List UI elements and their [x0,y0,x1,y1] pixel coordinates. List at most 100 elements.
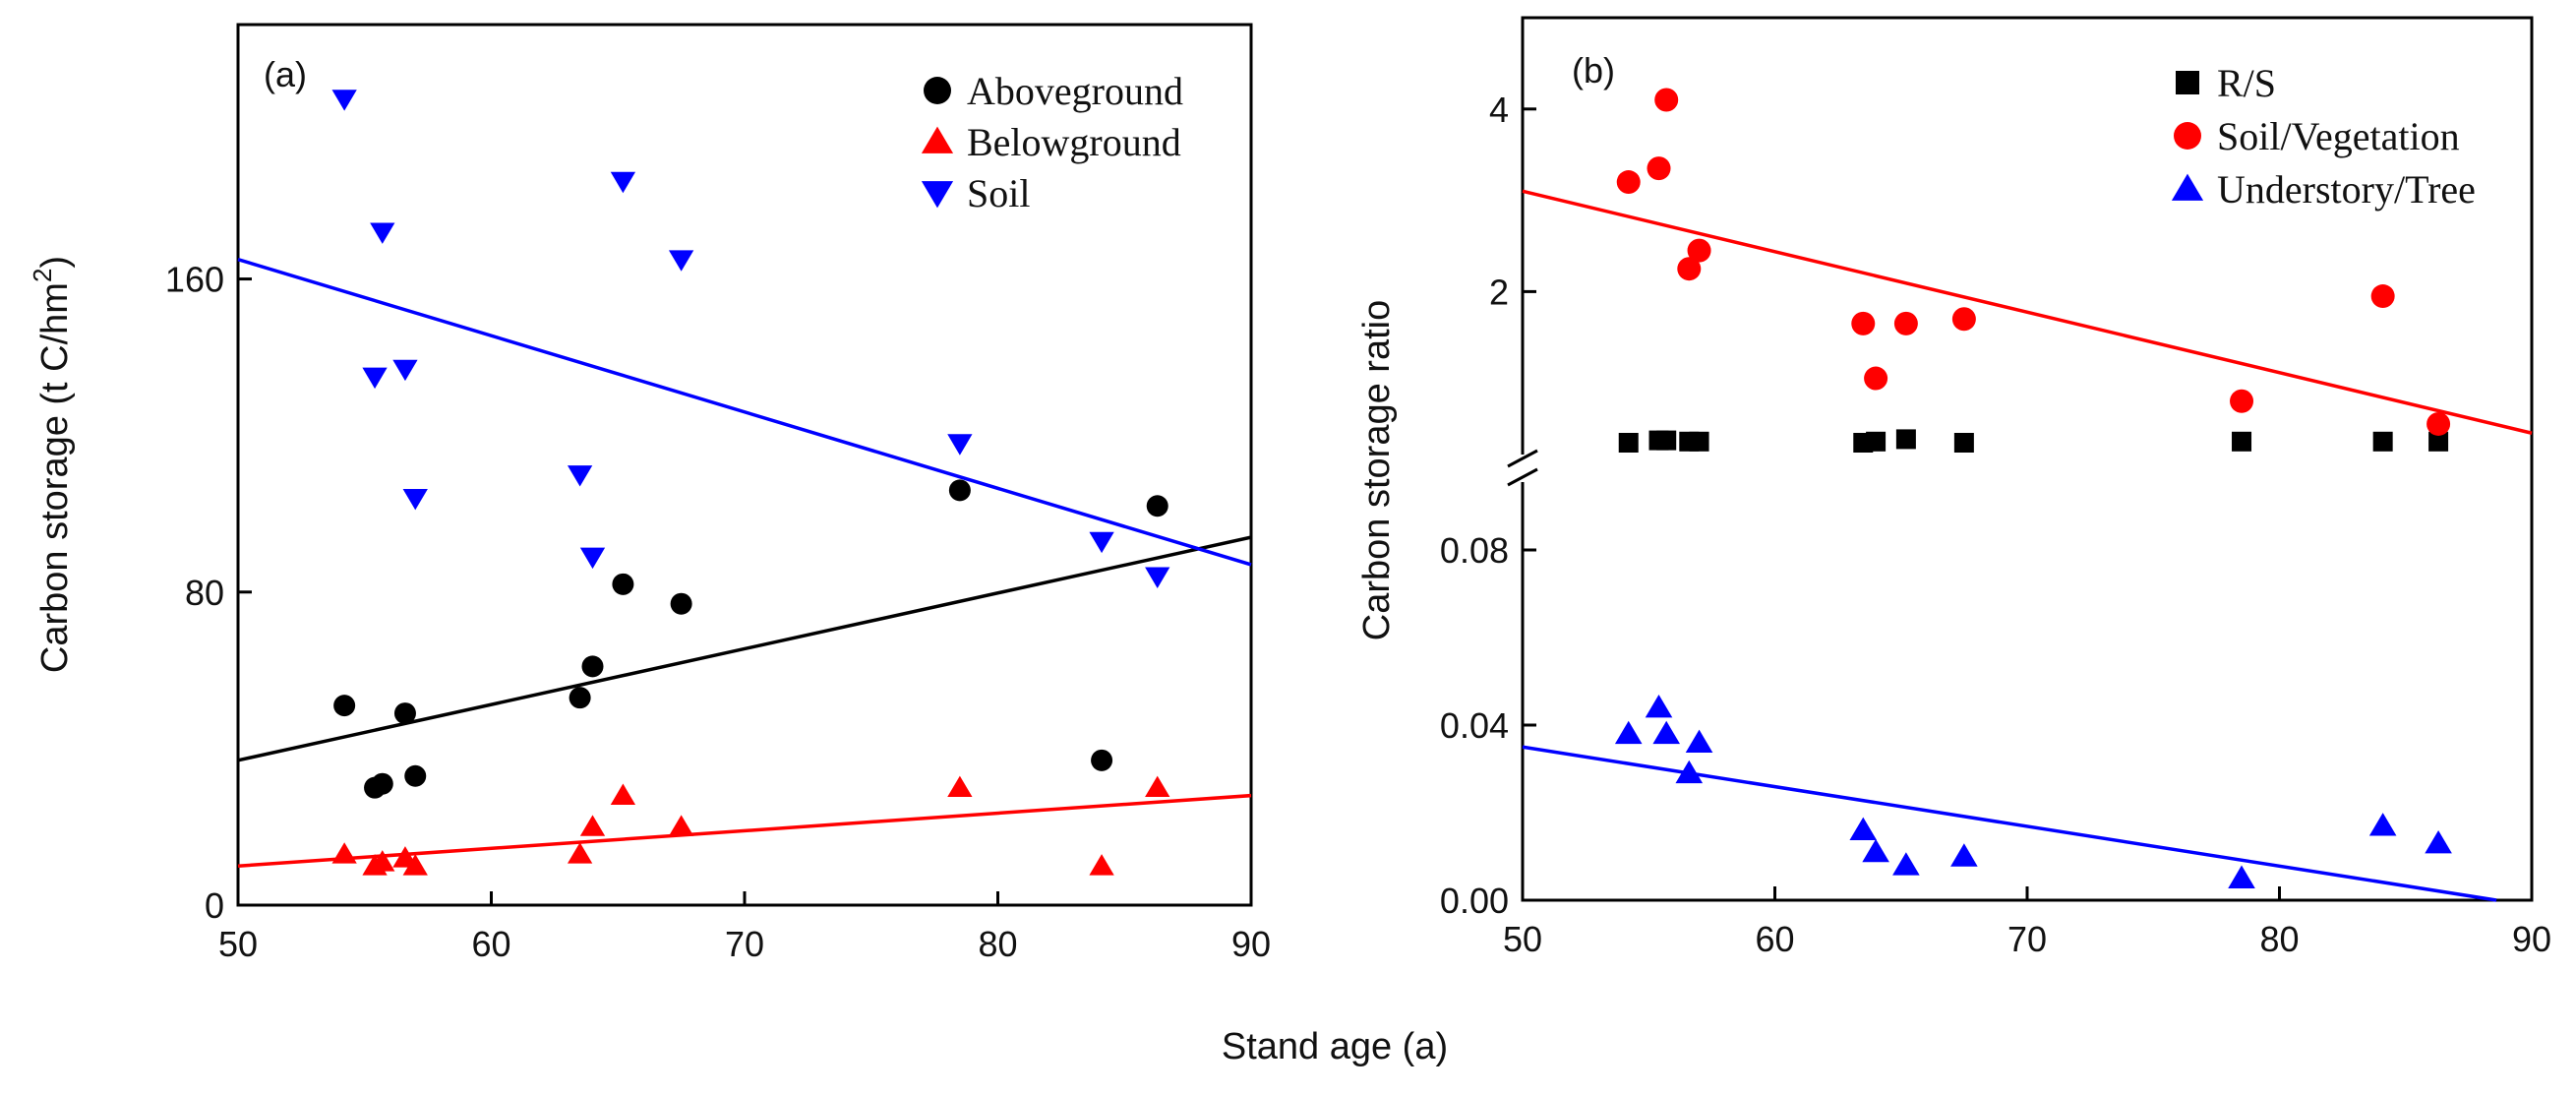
panel-b-point-soil-vegetation [1647,156,1671,181]
panel-a-point-soil [392,359,418,382]
panel-a-point-belowground [567,842,593,864]
panel-a-ticks: 50 60 70 80 90 0 80 160 [165,260,1271,964]
panel-b-point-r-s [1689,431,1709,452]
panel-b-upper-y-tick-label: 2 [1489,272,1509,312]
panel-b-axis-break-mark-1 [1507,449,1538,468]
panel-b-point-r-s [1953,433,1974,453]
panel-a-fit-line-belowground [237,793,1252,868]
panel-b-point-r-s [2372,431,2393,452]
panel-a-point-belowground [370,850,395,872]
panel-b-fit-line-understory-tree [1522,745,2497,902]
panel-a-point-soil [579,547,606,570]
panel-b-point-understory-tree [1645,695,1673,718]
panel-b-point-r-s [1895,429,1916,450]
panel-a-y-tick-label: 80 [185,573,224,613]
panel-a-x-tick-label: 50 [218,924,258,964]
panel-b-x-tick-label: 60 [1755,919,1794,959]
panel-b-lower-y-tick-label: 0.00 [1440,881,1509,921]
panel-b-point-r-s [2428,431,2449,452]
panel-a-point-soil [1089,531,1114,554]
panel-b-point-understory-tree [1675,760,1704,784]
panel-a-point-aboveground [612,573,634,595]
panel-b-legend-marker-understory-tree [2171,173,2204,201]
panel-a-point-soil [610,171,636,194]
panel-b-legend-marker-soil-vegetation [2174,122,2201,150]
panel-a-legend-label-belowground: Belowground [967,120,1181,164]
panel-b-point-soil-vegetation [2370,284,2395,309]
panel-a-legend-marker-aboveground [924,77,951,104]
panel-a-point-belowground [402,854,428,876]
panel-b-plot-frame [1521,16,2534,902]
panel-a-point-soil [362,367,388,390]
shared-x-axis-title: Stand age (a) [1222,1026,1448,1067]
panel-a-point-aboveground [371,772,393,795]
panel-b-lower-y-tick-label: 0.08 [1440,530,1509,571]
panel-b-fit-line-soil-vegetation [1522,189,2533,435]
panel-a-point-belowground [610,783,636,805]
panel-a-point-aboveground [948,479,971,502]
panel-b-point-soil-vegetation [2426,411,2451,436]
panel-b-point-soil-vegetation [1951,307,1976,332]
panel-a-x-tick-label: 60 [471,924,510,964]
panel-a-point-aboveground [333,695,356,717]
panel-b-point-understory-tree [2228,865,2255,888]
panel-a-legend-marker-belowground [921,126,954,153]
panel-b-point-understory-tree [1892,852,1920,876]
panel-a-legend-label-aboveground: Aboveground [967,69,1183,113]
panel-a-point-belowground [1145,775,1170,798]
panel-a-y-axis-title-sup: 2 [28,269,57,282]
panel-b-point-understory-tree [2425,829,2452,854]
panel-b-point-r-s [2232,431,2252,452]
panel-a-y-tick-label: 160 [165,260,224,300]
panel-b-point-understory-tree [1862,838,1889,863]
panel-b-label: (b) [1572,50,1615,91]
panel-a-fit-lines [237,257,1252,868]
panel-a-point-aboveground [581,655,604,678]
panel-a-point-soil [668,250,694,272]
panel-a-point-aboveground [404,764,427,787]
panel-a-point-soil [567,465,593,487]
panel-a-point-soil [1145,567,1170,588]
panel-b-chart: 50 60 70 80 90 0.00 0.04 0.08 2 4 (b) Carbon stor… [1356,16,2551,959]
panel-a-y-axis-title: Carbon storage (t C/hm2) [28,256,76,673]
panel-b-point-soil-vegetation [1687,238,1711,263]
panel-a-y-axis-title-close: ) [34,256,76,269]
panel-b-point-soil-vegetation [1654,88,1679,112]
panel-a-x-tick-label: 70 [725,924,764,964]
panel-a-point-aboveground [1091,749,1113,771]
panel-b-point-understory-tree [1685,729,1713,753]
panel-a-point-soil [947,434,973,456]
panel-a-point-aboveground [393,702,416,725]
panel-b-point-soil-vegetation [1677,257,1702,281]
panel-a-x-tick-label: 90 [1231,924,1271,964]
panel-b-point-understory-tree [2368,813,2397,836]
panel-a-point-soil [370,222,395,244]
panel-a-legend: Aboveground Belowground Soil [921,69,1183,215]
panel-a-x-tick-label: 80 [978,924,1017,964]
panel-b-point-understory-tree [1950,843,1978,867]
panel-b-point-r-s [1618,433,1639,453]
panel-a-point-aboveground [569,687,591,709]
panel-b-x-tick-label: 70 [2007,919,2047,959]
panel-b-point-r-s [1866,431,1887,452]
panel-b-axis-break-mark-2 [1507,467,1538,487]
panel-a-y-axis-title-base: Carbon storage (t C/hm [34,282,76,673]
panel-b-point-r-s [1656,430,1677,451]
panel-b-upper-y-tick-label: 4 [1489,90,1509,130]
panel-b-point-soil-vegetation [1616,170,1641,195]
panel-b-x-tick-label: 90 [2512,919,2551,959]
panel-a-y-tick-label: 0 [205,885,224,926]
panel-b-point-understory-tree [1614,720,1643,745]
panel-b-y-axis-title: Carbon storage ratio [1356,300,1398,640]
panel-a-point-aboveground [1146,495,1168,517]
panel-b-point-soil-vegetation [1864,366,1888,391]
panel-a-fit-line-soil [237,257,1252,567]
panel-a-legend-label-soil: Soil [967,171,1030,215]
panel-a-chart: 50 60 70 80 90 0 80 160 (a) Carbon storage (t C… [28,23,1271,964]
panel-a-label: (a) [264,54,307,94]
panel-b-point-understory-tree [1652,720,1681,745]
panel-a-point-soil [331,90,357,111]
panel-b-ticks: 50 60 70 80 90 0.00 0.04 0.08 2 4 [1440,90,2551,959]
panel-a-points [331,90,1170,876]
